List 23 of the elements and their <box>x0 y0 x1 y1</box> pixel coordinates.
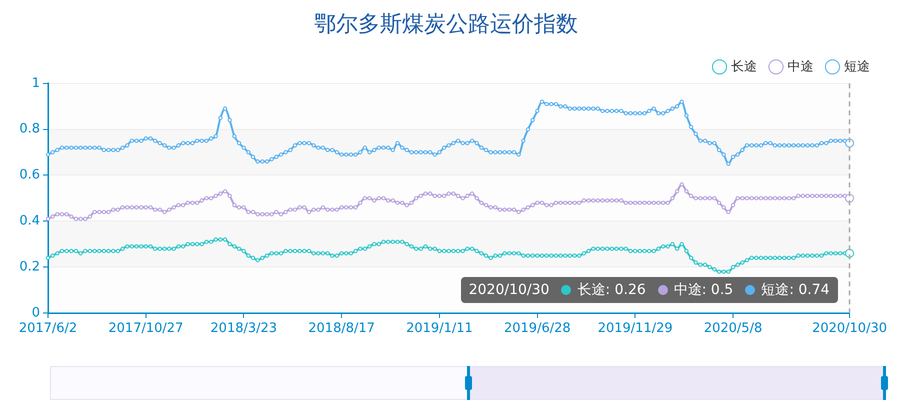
y-tick-label: 0.4 <box>19 214 40 229</box>
y-tick-label: 0.8 <box>19 122 40 137</box>
x-tick-label: 2020/10/30 <box>812 321 888 336</box>
x-tick-label: 2018/3/23 <box>210 321 278 336</box>
x-tick-label: 2019/11/29 <box>598 321 673 336</box>
x-tick-label: 2019/6/28 <box>504 321 571 336</box>
y-tick-label: 0.2 <box>19 259 40 274</box>
legend-label: 短途 <box>844 59 870 74</box>
annotation: 短途: 0.74 <box>761 281 830 300</box>
annotation: 长途: 0.26 <box>577 281 646 300</box>
chart-title: 鄂尔多斯煤炭公路运价指数 <box>314 12 578 37</box>
annotation: 中途: 0.5 <box>674 281 734 300</box>
x-tick-label: 2018/8/17 <box>308 321 375 336</box>
x-tick-label: 2017/6/2 <box>18 321 78 336</box>
legend-label: 长途 <box>731 59 757 74</box>
y-tick-label: 1 <box>32 76 40 91</box>
y-tick-label: 0 <box>32 305 40 320</box>
category-label: 2020/10/30 <box>468 282 550 298</box>
y-tick-label: 0.6 <box>19 168 40 183</box>
x-tick-label: 2020/5/8 <box>704 321 762 336</box>
x-tick-label: 2017/10/27 <box>108 321 184 336</box>
x-tick-label: 2019/1/11 <box>406 321 473 336</box>
legend-label: 中途 <box>788 59 814 74</box>
